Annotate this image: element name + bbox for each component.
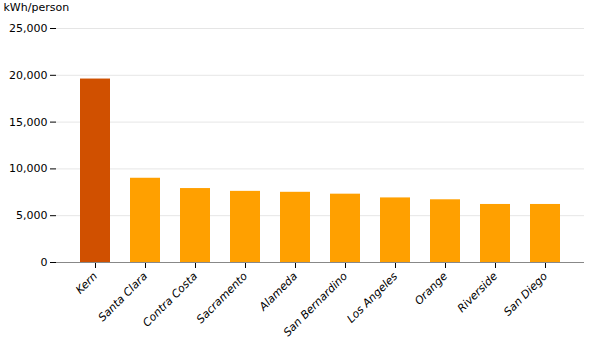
svg-text:Kern: Kern (73, 270, 100, 297)
svg-text:Alameda: Alameda (256, 270, 300, 314)
svg-text:Contra Costa: Contra Costa (140, 270, 200, 330)
svg-text:Orange: Orange (412, 270, 450, 308)
svg-text:0: 0 (41, 256, 48, 269)
svg-text:5,000: 5,000 (16, 209, 48, 222)
svg-text:kWh/person: kWh/person (4, 1, 70, 14)
svg-text:20,000: 20,000 (9, 69, 48, 82)
svg-text:Riverside: Riverside (455, 270, 500, 315)
svg-text:Santa Clara: Santa Clara (96, 270, 151, 325)
svg-text:25,000: 25,000 (9, 22, 48, 35)
svg-text:Sacramento: Sacramento (194, 270, 250, 326)
svg-text:10,000: 10,000 (9, 162, 48, 175)
svg-text:San Bernardino: San Bernardino (281, 270, 350, 339)
svg-text:Los Angeles: Los Angeles (344, 270, 400, 326)
svg-text:San Diego: San Diego (501, 270, 550, 319)
svg-text:15,000: 15,000 (9, 116, 48, 129)
